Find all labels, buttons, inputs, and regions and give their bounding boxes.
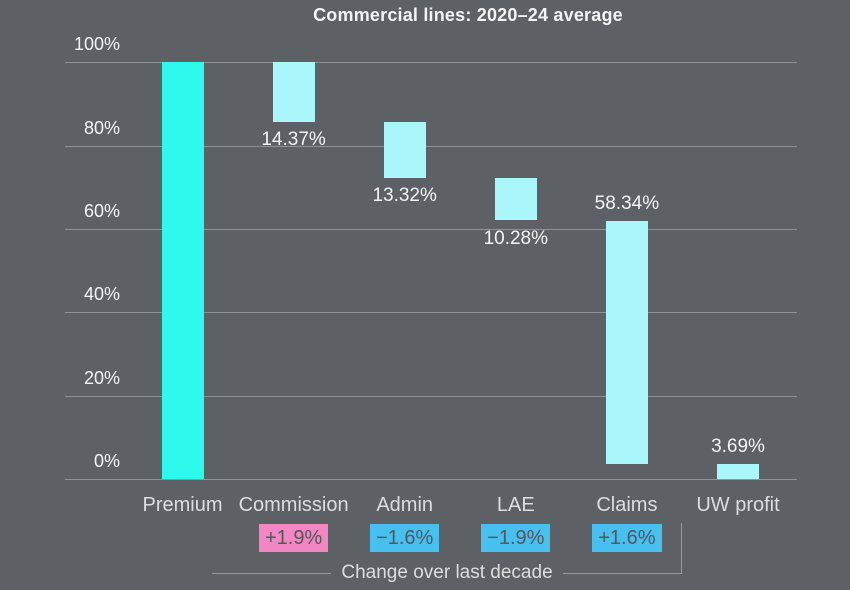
change-badge-commission: +1.9% (224, 524, 364, 552)
gridline-80 (65, 146, 797, 147)
bar-uw-profit (717, 463, 759, 479)
bracket-line-left (212, 572, 332, 574)
category-label-commission: Commission (238, 494, 349, 516)
y-axis-tick-0: 0% (93, 451, 120, 471)
gridline-20 (65, 396, 797, 397)
change-over-decade-bracket: Change over last decade (212, 523, 683, 584)
change-badge-value: +1.9% (258, 524, 329, 552)
category-label-uw-profit: UW profit (696, 494, 780, 516)
bracket-label: Change over last decade (341, 562, 553, 583)
gridline-0 (65, 479, 797, 480)
gridline-100 (65, 62, 797, 63)
change-badge-admin: −1.6% (335, 524, 475, 552)
value-label-admin: 13.32% (372, 184, 437, 206)
y-axis-tick-20: 20% (83, 368, 120, 388)
gridline-60 (65, 229, 797, 230)
y-axis-tick-60: 60% (83, 201, 120, 221)
category-label-claims: Claims (596, 494, 658, 516)
change-badge-value: −1.9% (481, 524, 551, 552)
bar-lae (494, 177, 537, 221)
y-axis-tick-40: 40% (83, 284, 120, 304)
bar-admin (383, 122, 426, 178)
change-badge-value: −1.6% (370, 524, 440, 552)
y-axis-tick-100: 100% (73, 34, 120, 54)
change-badge-claims: +1.6% (557, 524, 697, 552)
bracket-line-right (562, 572, 683, 574)
value-label-claims: 58.34% (594, 192, 660, 214)
bracket-tick (681, 523, 682, 574)
category-label-lae: LAE (496, 494, 535, 516)
y-axis-tick-80: 80% (83, 118, 120, 138)
value-label-uw-profit: 3.69% (711, 435, 765, 457)
chart-title: Commercial lines: 2020–24 average (313, 5, 623, 25)
change-badge-lae: −1.9% (446, 524, 586, 552)
bar-premium (161, 62, 204, 479)
gridline-40 (65, 312, 797, 313)
value-label-lae: 10.28% (483, 227, 549, 249)
value-label-commission: 14.37% (261, 129, 326, 151)
category-label-premium: Premium (142, 494, 223, 516)
bar-commission (272, 62, 315, 123)
bar-claims (605, 220, 648, 464)
category-label-admin: Admin (376, 494, 434, 516)
change-badge-value: +1.6% (592, 524, 662, 552)
